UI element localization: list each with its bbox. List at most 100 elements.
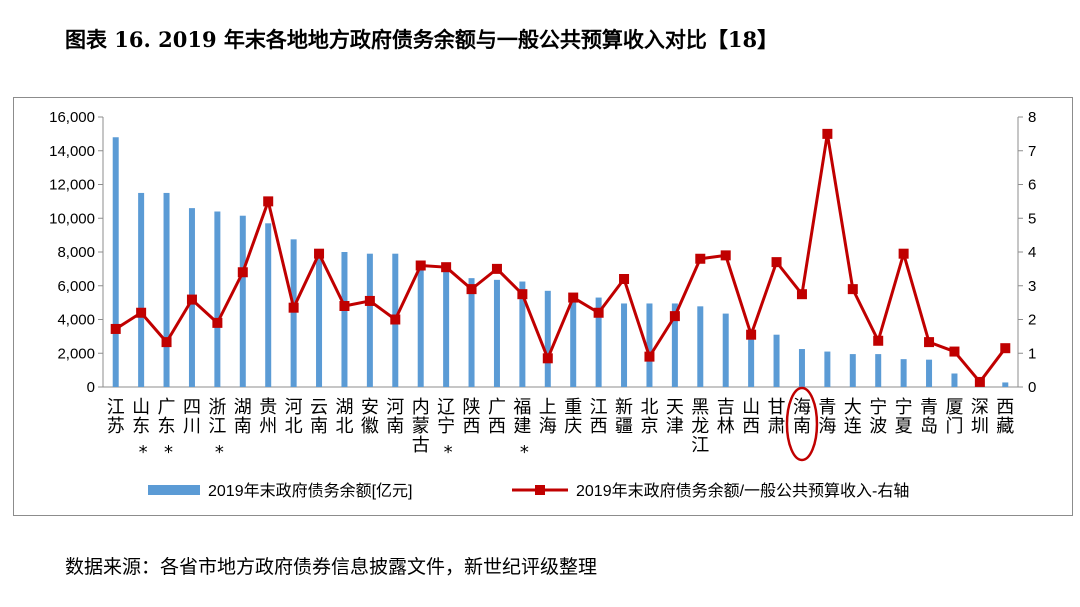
line-point [491,263,502,274]
left-tick-label: 2,000 [57,345,95,362]
category-label: 海南 [793,397,811,437]
category-label: 新疆 [615,397,633,437]
bar [1002,382,1009,387]
category-label: 青岛 [920,397,938,437]
category-marker: * [139,442,148,463]
line-point [466,284,477,295]
bar [239,215,246,387]
category-marker: * [444,442,453,463]
left-y-axis: 0 2,000 4,000 6,000 8,000 10,000 12,000 14,000 1… [49,109,1018,396]
bar [163,192,170,387]
category-label: 甘肃 [768,397,786,437]
line-point [186,294,197,305]
bar [443,269,450,387]
bar [748,328,755,387]
category-label: 福建 [513,397,531,437]
line-point [263,196,274,207]
line-point [898,248,909,259]
bar [798,349,805,387]
legend-bar-swatch [148,485,200,495]
bar [366,253,373,387]
bar [773,334,780,387]
right-tick-label: 8 [1028,109,1036,126]
category-label: 吉林 [717,397,735,437]
right-tick-label: 3 [1028,278,1036,295]
category-label: 黑龙江 [691,397,709,456]
line-point [949,346,960,357]
left-tick-label: 12,000 [49,177,95,194]
line-point [796,289,807,300]
line-point [847,284,858,295]
highlight-circle [785,386,819,462]
category-label: 陕西 [463,397,481,437]
category-label: 大连 [844,397,862,437]
combo-chart: 0 2,000 4,000 6,000 8,000 10,000 12,000 14,000 1… [49,109,1036,500]
category-label: 重庆 [564,397,582,437]
line-point [1000,343,1011,354]
bar [138,192,145,387]
bar [875,354,882,387]
line-point [822,128,833,139]
right-tick-label: 0 [1028,379,1036,396]
bar [671,303,678,387]
bar-series [112,137,1009,387]
legend-line-marker [535,485,545,495]
category-label: 贵州 [259,397,277,437]
line-point [517,289,528,300]
category-label: 宁波 [869,397,887,437]
bar [544,290,551,387]
left-tick-label: 8,000 [57,244,95,261]
category-label: 山东 [132,397,150,437]
left-tick-label: 0 [87,379,95,396]
category-label: 内蒙古 [412,397,430,456]
bar [722,313,729,387]
chart-title: 图表 16. 2019 年末各地地方政府债务余额与一般公共预算收入对比【18】 [65,27,779,52]
line-point [771,257,782,268]
category-label: 安徽 [361,397,379,437]
category-label: 江苏 [107,397,125,437]
chart-frame: 0 2,000 4,000 6,000 8,000 10,000 12,000 14,000 1… [13,97,1073,516]
category-marker: * [520,442,529,463]
ratio-line [114,132,1007,384]
bar [646,303,653,387]
line-point [314,248,325,259]
category-label: 西藏 [996,397,1014,437]
category-label: 厦门 [945,397,963,437]
bar [951,373,958,387]
bar [214,211,221,387]
category-label: 广东 [158,397,176,437]
category-label: 山西 [742,397,760,437]
source-note: 数据来源：各省市地方政府债券信息披露文件，新世纪评级整理 [65,556,598,578]
category-label: 青海 [818,397,836,437]
category-label: 辽宁 [437,397,455,437]
bar [621,303,628,387]
bar [849,354,856,387]
line-point [237,267,248,278]
line-point [288,302,299,313]
line-point [441,262,452,273]
line-point [390,314,401,325]
right-tick-label: 2 [1028,312,1036,329]
category-label: 河北 [285,397,303,437]
bar [519,281,526,387]
right-tick-label: 5 [1028,210,1036,227]
bar [468,278,475,387]
bar [824,351,831,387]
category-label: 湖北 [335,397,353,437]
bar [112,137,119,387]
line-point [695,253,706,264]
bar [926,359,933,387]
bar [341,252,348,387]
line-point [415,260,426,271]
left-tick-label: 4,000 [57,312,95,329]
line-point [542,353,553,364]
line-point [339,301,350,311]
left-tick-label: 14,000 [49,143,95,160]
bar [265,223,272,387]
category-label: 北京 [640,397,658,437]
category-label: 湖南 [234,397,252,437]
line-point [619,274,630,284]
left-tick-label: 16,000 [49,109,95,126]
right-tick-label: 6 [1028,177,1036,194]
